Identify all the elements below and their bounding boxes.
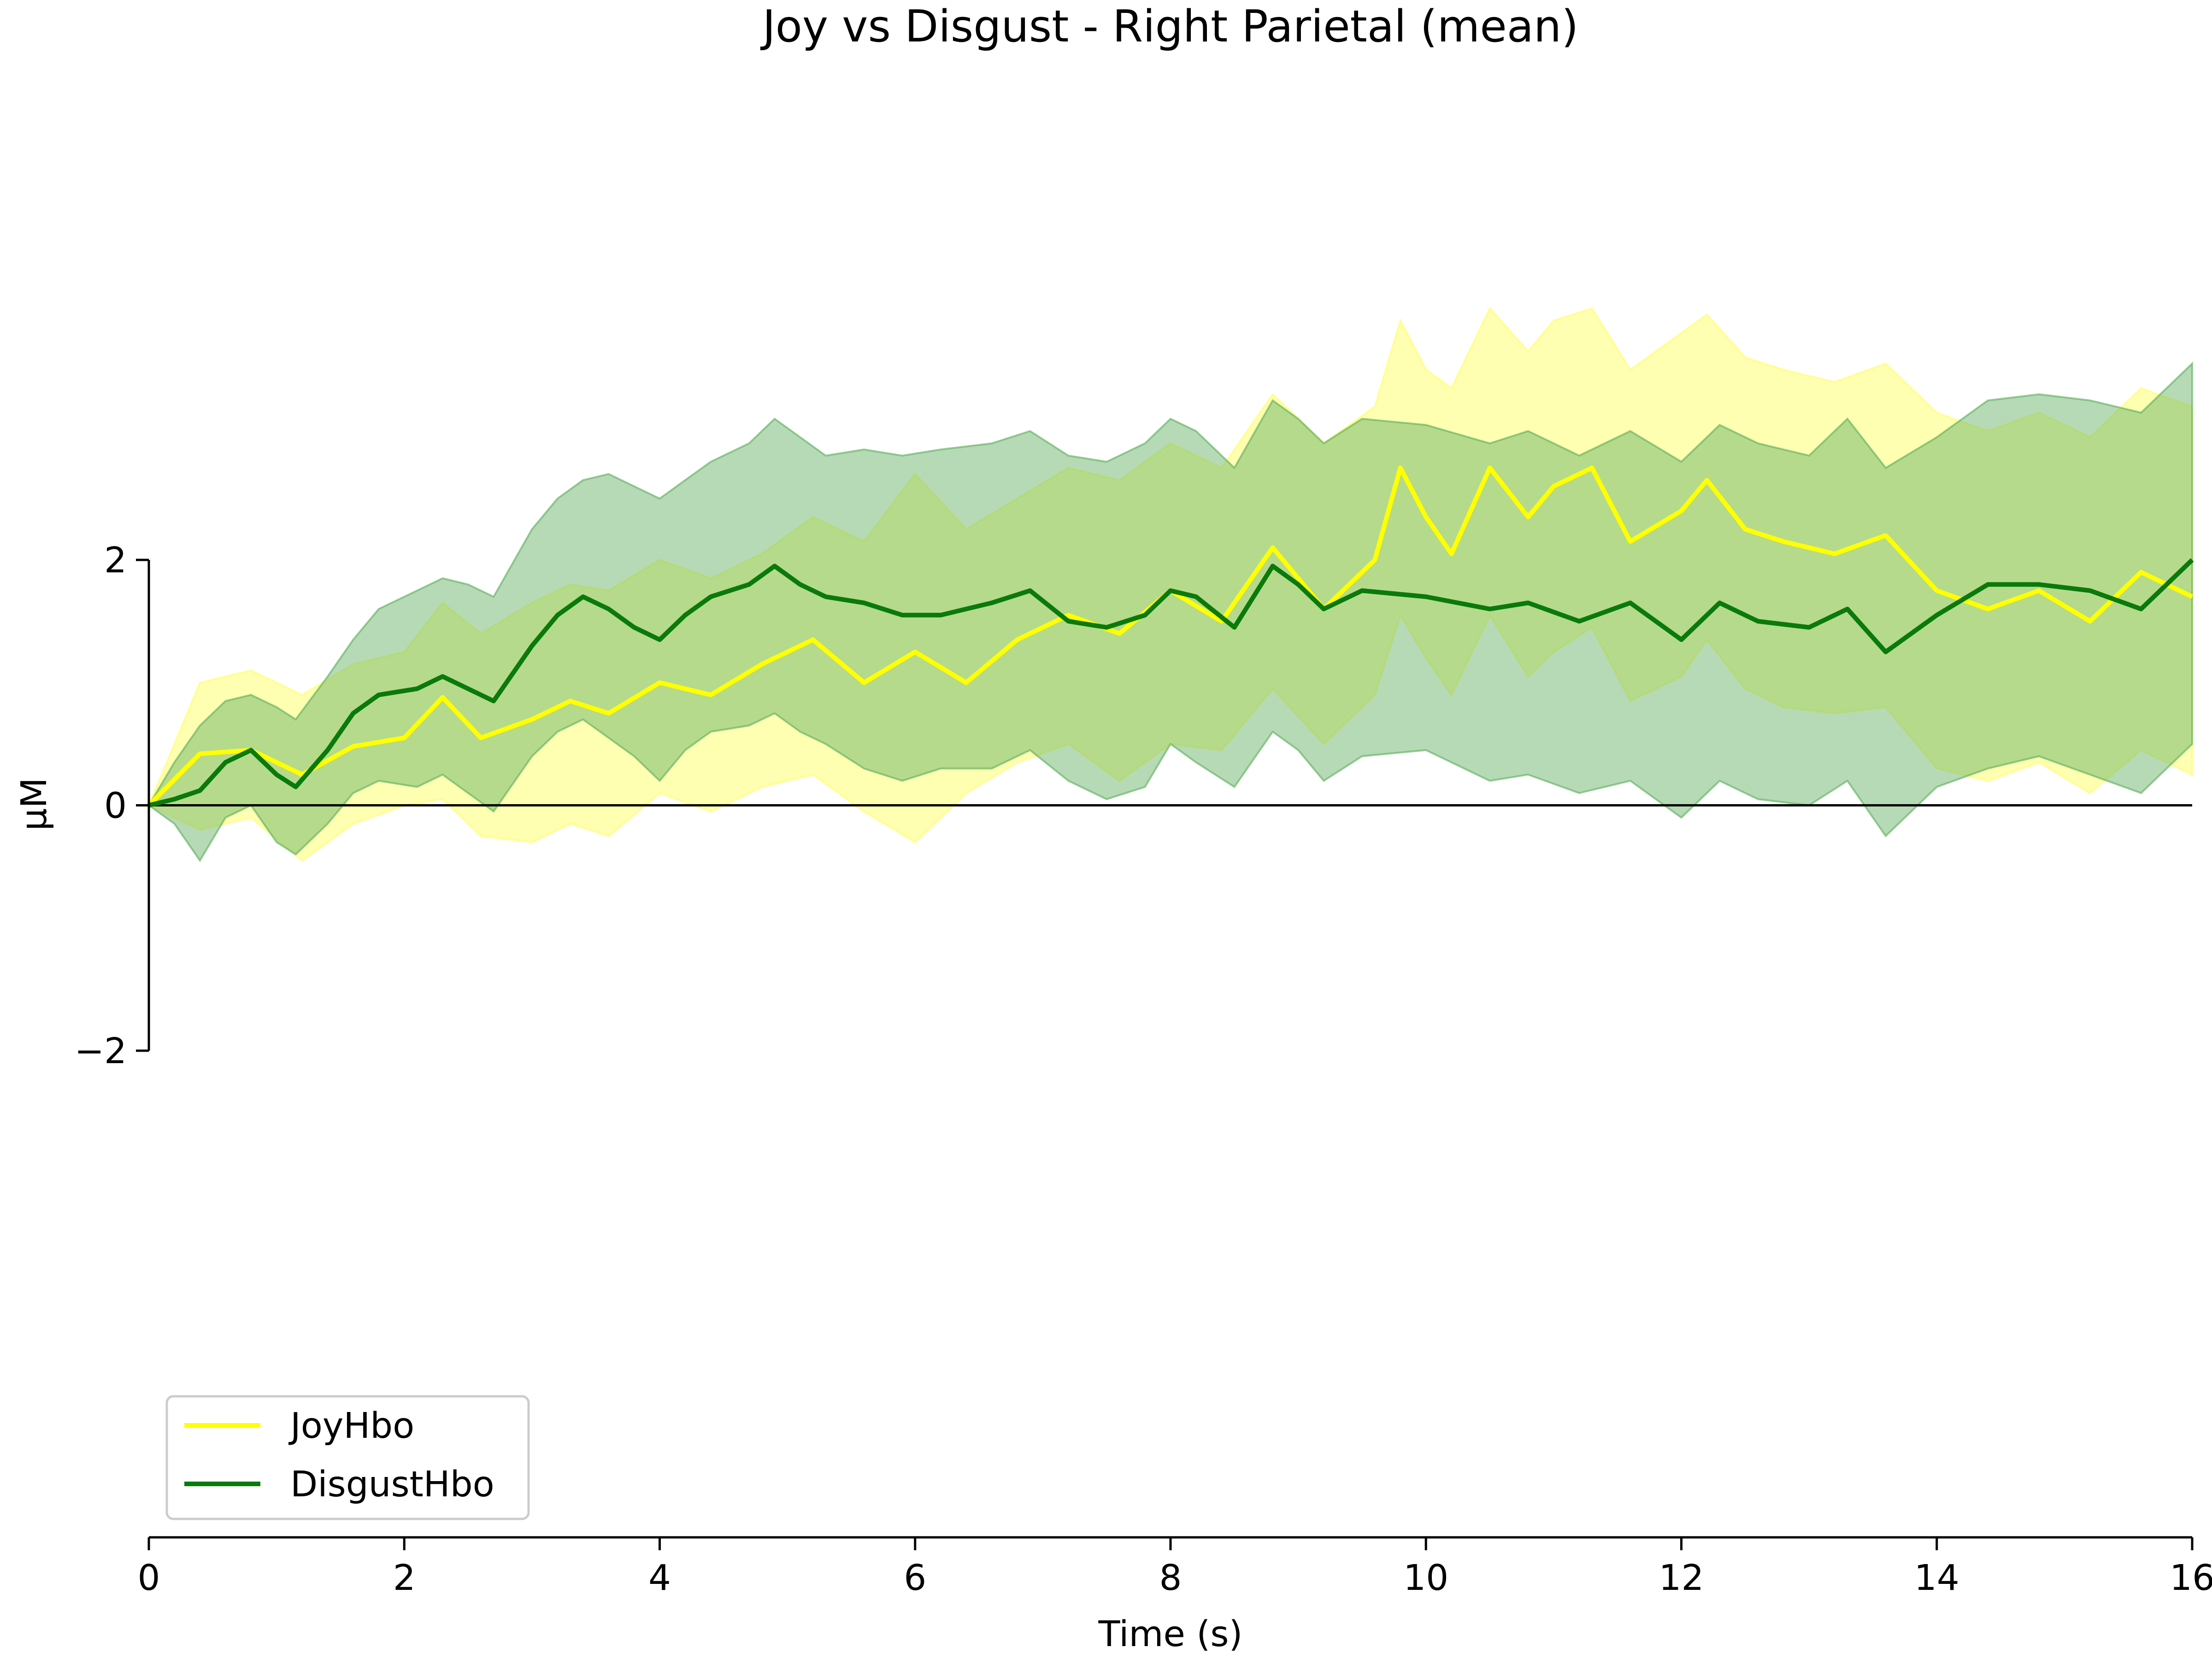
x-tick-label: 2 (393, 1558, 416, 1599)
series-line-disgusthbo (148, 558, 2194, 808)
y-axis: −2 0 2 (74, 540, 150, 1072)
legend: JoyHbo DisgustHbo (165, 1395, 530, 1520)
legend-label-disgusthbo: DisgustHbo (290, 1464, 494, 1505)
confidence-bands (147, 306, 2193, 862)
x-tick-label: 12 (1659, 1558, 1704, 1599)
x-tick-label: 14 (1914, 1558, 1959, 1599)
x-tick-label: 10 (1403, 1558, 1448, 1599)
y-tick-label: 2 (104, 540, 127, 581)
series-lines (147, 465, 2194, 808)
x-tick-label: 6 (904, 1558, 926, 1599)
series-line-joyhbo (147, 465, 2194, 807)
y-axis-label: µM (14, 777, 55, 830)
x-axis-label: Time (s) (1098, 1614, 1242, 1655)
legend-label-joyhbo: JoyHbo (288, 1406, 414, 1447)
x-tick-label: 0 (138, 1558, 160, 1599)
x-tick-label: 4 (648, 1558, 671, 1599)
band-disgusthbo (147, 361, 2193, 862)
y-tick-label: −2 (74, 1031, 127, 1072)
x-tick-label: 16 (2170, 1558, 2212, 1599)
y-tick-label: 0 (104, 786, 127, 827)
x-tick-label: 8 (1159, 1558, 1182, 1599)
chart-title: Joy vs Disgust - Right Parietal (mean) (760, 1, 1579, 52)
x-axis: 0 2 4 6 8 10 12 14 16 (138, 1536, 2212, 1599)
